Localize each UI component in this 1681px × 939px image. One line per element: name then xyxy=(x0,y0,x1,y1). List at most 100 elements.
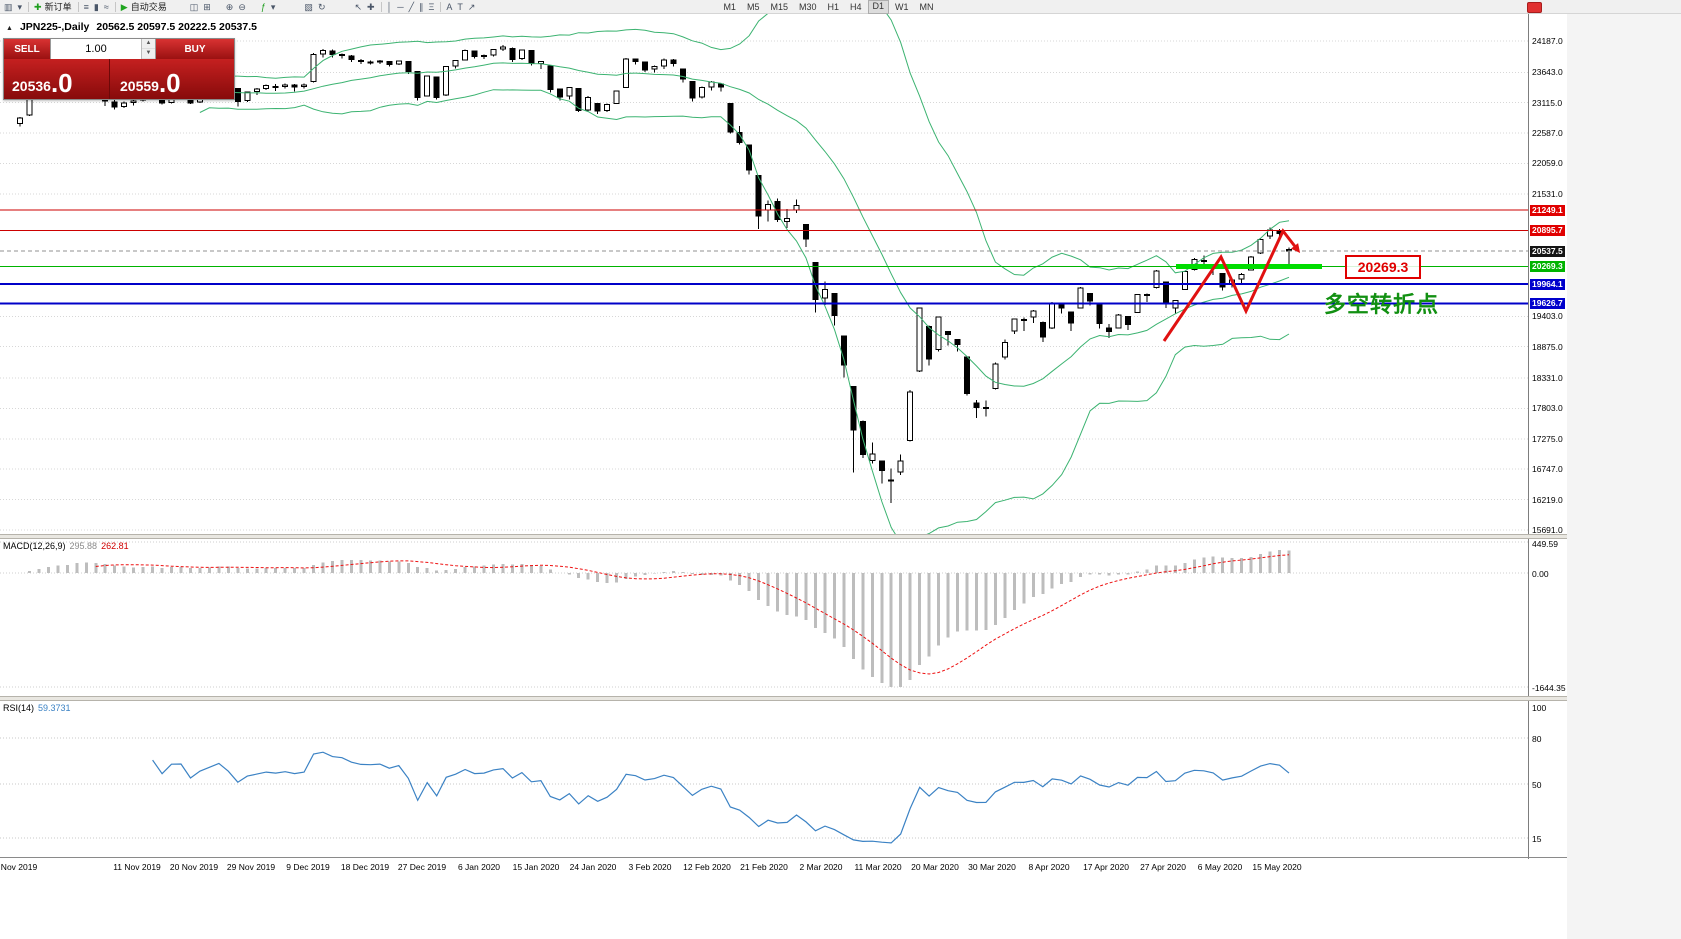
volume-up-button[interactable]: ▲ xyxy=(142,39,155,49)
timeframe-W1[interactable]: W1 xyxy=(895,1,909,12)
cursor-icon: ↖ xyxy=(354,1,363,12)
profiles-dropdown-icon[interactable]: ▾ xyxy=(16,1,25,13)
timeframe-D1[interactable]: D1 xyxy=(867,0,890,14)
zigzag-annotation[interactable] xyxy=(1162,228,1299,342)
volume-input[interactable]: 1.00 ▲ ▼ xyxy=(50,39,156,59)
candle-chart-icon[interactable]: ▮ xyxy=(92,1,101,13)
channel-icon: ∥ xyxy=(419,1,424,12)
rsi-panel[interactable]: RSI(14) 59.3731 xyxy=(0,701,1528,857)
price-annotation-box[interactable]: 20269.3 xyxy=(1345,255,1421,279)
horizontal-line-icon[interactable]: ─ xyxy=(395,1,405,13)
bar-chart-icon[interactable]: ≡ xyxy=(82,1,91,13)
zoom-out-icon[interactable]: ⊖ xyxy=(236,1,248,13)
templates-icon[interactable]: ▧ xyxy=(302,1,315,13)
buy-button[interactable]: BUY xyxy=(156,39,234,59)
new-order-button: ✚ xyxy=(34,1,42,12)
tile-windows-icon[interactable]: ⊞ xyxy=(201,1,213,13)
one-click-trading-panel: SELL 1.00 ▲ ▼ BUY 20536 .0 20559 .0 xyxy=(3,38,235,100)
date-axis[interactable]: Nov 2019 11 Nov 2019 20 Nov 2019 29 Nov 201… xyxy=(0,859,1567,877)
timeframe-M5[interactable]: M5 xyxy=(746,1,760,12)
timeframe-H4[interactable]: H4 xyxy=(850,1,862,12)
ohlc-values: 20562.5 20597.5 20222.5 20537.5 xyxy=(96,21,257,33)
date-axis-label: 21 Feb 2020 xyxy=(740,862,788,872)
macd-signal-value: 262.81 xyxy=(101,541,129,551)
cursor-icon[interactable]: ↖ xyxy=(352,1,364,13)
zoom-in-icon[interactable]: ⊕ xyxy=(224,1,236,13)
autotrading-button-label: 自动交易 xyxy=(130,2,167,12)
rsi-line xyxy=(152,751,1290,844)
price-axis-label: 19403.0 xyxy=(1532,311,1563,321)
new-chart-icon[interactable]: ▥ xyxy=(2,1,15,13)
rsi-svg xyxy=(0,737,1528,844)
trendline-icon[interactable]: ╱ xyxy=(407,1,416,13)
symbol-period-label: JPN225-,Daily xyxy=(19,21,90,33)
timeframe-M15[interactable]: M15 xyxy=(770,1,788,12)
buy-price[interactable]: 20559 .0 xyxy=(110,59,234,99)
price-axis-label: 21531.0 xyxy=(1532,189,1563,199)
price-line-tag: 21249.1 xyxy=(1530,205,1565,216)
sell-button[interactable]: SELL xyxy=(4,39,50,59)
toolbar-separator xyxy=(114,1,116,12)
main-chart[interactable]: ▲ JPN225-,Daily 20562.5 20597.5 20222.5 … xyxy=(0,14,1528,534)
arrows-icon[interactable]: ↗ xyxy=(466,1,478,13)
sell-price-main: 20536 xyxy=(12,78,51,94)
channel-icon[interactable]: ∥ xyxy=(417,1,426,13)
date-axis-label: 27 Dec 2019 xyxy=(397,862,447,872)
autotrading-button[interactable]: ▶ 自动交易 xyxy=(119,1,169,13)
vertical-line-icon: │ xyxy=(386,1,393,12)
refresh-icon[interactable]: ↻ xyxy=(316,1,328,13)
tile-windows-icon: ⊞ xyxy=(203,1,211,12)
crosshair-icon: ✚ xyxy=(367,1,375,12)
volume-value[interactable]: 1.00 xyxy=(85,43,107,55)
line-chart-icon[interactable]: ≈ xyxy=(102,1,111,13)
timeframe-M30[interactable]: M30 xyxy=(798,1,817,12)
buy-price-main: 20559 xyxy=(120,78,159,94)
turning-point-note[interactable]: 多空转折点 xyxy=(1324,292,1440,317)
date-axis-separator xyxy=(0,857,1567,858)
sell-price[interactable]: 20536 .0 xyxy=(4,59,110,99)
price-axis-label: 22059.0 xyxy=(1532,158,1563,168)
timeframe-M1[interactable]: M1 xyxy=(723,1,736,12)
macd-panel[interactable]: MACD(12,26,9) 295.88 262.81 xyxy=(0,539,1528,696)
one-click-collapse-icon[interactable]: ▲ xyxy=(6,25,13,32)
panel-separator[interactable] xyxy=(0,534,1567,539)
profiles-dropdown-icon: ▾ xyxy=(17,1,23,12)
indicators-icon[interactable]: ƒ xyxy=(259,1,268,13)
volume-down-button[interactable]: ▼ xyxy=(142,49,155,59)
red-status-icon[interactable] xyxy=(1527,2,1542,13)
bollinger-lower-band xyxy=(199,89,1290,534)
bar-chart-icon: ≡ xyxy=(83,1,89,12)
sell-price-frac: .0 xyxy=(50,68,73,98)
rsi-value: 59.3731 xyxy=(38,703,71,713)
autotrading-button: ▶ xyxy=(120,1,128,12)
label-icon[interactable]: T xyxy=(455,1,465,13)
indicators-dropdown-icon[interactable]: ▾ xyxy=(269,1,278,13)
price-axis-label: 22587.0 xyxy=(1532,128,1563,138)
line-chart-icon: ≈ xyxy=(103,1,109,12)
rsi-axis-label: 80 xyxy=(1532,734,1542,744)
rsi-name: RSI(14) xyxy=(3,703,35,713)
new-order-button[interactable]: ✚ 新订单 xyxy=(32,1,74,13)
cascade-windows-icon[interactable]: ◫ xyxy=(188,1,201,13)
vertical-line-icon[interactable]: │ xyxy=(385,1,395,13)
macd-indicator-label: MACD(12,26,9) 295.88 262.81 xyxy=(3,541,133,551)
fibonacci-icon[interactable]: Ξ xyxy=(427,1,437,13)
cascade-windows-icon: ◫ xyxy=(189,1,199,12)
price-axis-label: 23643.0 xyxy=(1532,67,1563,77)
text-icon[interactable]: A xyxy=(444,1,454,13)
date-axis-label: 8 Apr 2020 xyxy=(1028,862,1070,872)
timeframe-H1[interactable]: H1 xyxy=(827,1,840,12)
panel-separator[interactable] xyxy=(0,696,1567,701)
date-axis-label: 24 Jan 2020 xyxy=(569,862,617,872)
bollinger-middle-band xyxy=(199,62,1290,387)
date-axis-label: 11 Nov 2019 xyxy=(113,862,161,872)
bull-candles xyxy=(17,46,1273,473)
price-axis[interactable]: 24187.0 23643.0 23115.0 22587.0 22059.0 21531… xyxy=(1528,14,1567,877)
price-axis-label: 18875.0 xyxy=(1532,342,1563,352)
symbol-title: ▲ JPN225-,Daily 20562.5 20597.5 20222.5 … xyxy=(6,21,257,33)
crosshair-icon[interactable]: ✚ xyxy=(365,1,377,13)
timeframe-MN[interactable]: MN xyxy=(919,1,934,12)
window-bottom-area xyxy=(0,877,1567,939)
price-axis-label: 23115.0 xyxy=(1532,98,1563,108)
macd-axis-label: 0.00 xyxy=(1532,569,1549,579)
